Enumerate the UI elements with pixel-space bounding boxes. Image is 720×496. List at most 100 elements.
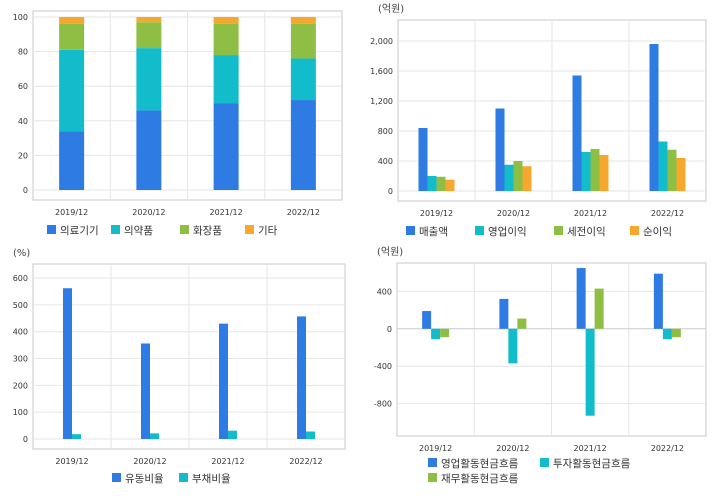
legend-swatch — [630, 226, 639, 235]
x-tick-label: 2022/12 — [651, 209, 684, 218]
bar-순이익-2020/12 — [522, 166, 532, 191]
bar-재무활동현금흐름-2020/12 — [517, 318, 527, 329]
y-tick-label: 1,200 — [370, 97, 393, 106]
y-tick-label: 20 — [18, 151, 28, 160]
bar-매출액-2019/12 — [418, 128, 428, 191]
legend-label: 기타 — [258, 225, 278, 237]
x-tick-label: 2022/12 — [289, 457, 322, 466]
bar-의약품-2021/12 — [213, 55, 239, 104]
legend-label: 순이익 — [643, 226, 672, 238]
bar-영업활동현금흐름-2022/12 — [653, 273, 663, 329]
x-tick-label: 2019/12 — [419, 444, 452, 453]
x-tick-label: 2021/12 — [574, 209, 607, 218]
y-tick-label: 500 — [13, 301, 28, 310]
bar-세전이익-2022/12 — [667, 149, 677, 191]
bar-영업활동현금흐름-2020/12 — [499, 298, 509, 329]
bar-재무활동현금흐름-2021/12 — [594, 288, 604, 329]
bar-영업이익-2019/12 — [427, 176, 437, 191]
bar-유동비율-2022/12 — [297, 316, 306, 439]
x-tick-label: 2022/12 — [651, 444, 684, 453]
bar-영업이익-2020/12 — [504, 164, 514, 191]
y-tick-label: 400 — [13, 328, 28, 337]
legend-swatch — [428, 458, 437, 467]
legend-swatch — [428, 473, 437, 482]
x-tick-label: 2021/12 — [211, 457, 244, 466]
legend-swatch — [245, 225, 254, 234]
bar-기타-2021/12 — [213, 17, 239, 24]
x-tick-label: 2019/12 — [55, 208, 88, 217]
legend-label: 의료기기 — [60, 225, 99, 237]
bar-매출액-2021/12 — [572, 75, 582, 191]
legend-swatch — [179, 473, 188, 482]
y-tick-label: 200 — [13, 381, 28, 390]
legend-swatch — [180, 225, 189, 234]
chart-1: 0 20 40 60 80 100 2019/12 2020/12 2021/12 2022/12… — [13, 10, 343, 237]
legend-label: 매출액 — [419, 226, 448, 238]
y-tick-label: 400 — [378, 157, 393, 166]
y-tick-label: 40 — [18, 117, 28, 126]
bar-영업이익-2022/12 — [658, 141, 668, 191]
y-tick-label: 100 — [13, 408, 28, 417]
legend-label: 부채비율 — [192, 473, 231, 485]
bar-세전이익-2019/12 — [436, 176, 446, 191]
bar-부채비율-2021/12 — [228, 430, 237, 439]
bar-영업활동현금흐름-2021/12 — [576, 268, 586, 329]
bar-재무활동현금흐름-2022/12 — [671, 328, 681, 338]
bar-부채비율-2019/12 — [72, 434, 81, 439]
bar-의료기기-2020/12 — [136, 110, 162, 190]
legend-label: 세전이익 — [567, 226, 606, 238]
x-tick-label: 2020/12 — [496, 444, 529, 453]
legend-swatch — [554, 226, 563, 235]
legend-label: 유동비율 — [125, 473, 164, 485]
legend-swatch — [112, 473, 121, 482]
x-tick-label: 2022/12 — [287, 208, 320, 217]
unit-label: (억원) — [377, 246, 403, 258]
bar-매출액-2020/12 — [495, 108, 505, 191]
bar-영업이익-2021/12 — [581, 152, 591, 191]
y-tick-label: 1,600 — [370, 67, 393, 76]
legend-label: 재무활동현금흐름 — [441, 472, 519, 485]
bar-유동비율-2020/12 — [141, 343, 150, 439]
y-tick-label: 0 — [23, 186, 28, 195]
y-tick-label: 0 — [388, 187, 393, 196]
bar-순이익-2022/12 — [676, 158, 686, 191]
chart-3: 0 100 200 300 400 500 600 2019/12 2020/12 2021/12… — [13, 248, 346, 485]
bar-기타-2019/12 — [59, 17, 85, 24]
bar-투자활동현금흐름-2021/12 — [585, 328, 595, 416]
y-tick-label: 80 — [18, 48, 28, 57]
y-tick-label: 800 — [378, 127, 393, 136]
chart-2: 0 400 800 1,200 1,600 2,000 2019/12 2020/12 2021… — [370, 3, 707, 238]
bar-세전이익-2020/12 — [513, 161, 523, 191]
bar-투자활동현금흐름-2019/12 — [431, 328, 441, 340]
x-tick-label: 2019/12 — [55, 457, 88, 466]
bar-투자활동현금흐름-2020/12 — [508, 328, 518, 364]
bar-의료기기-2019/12 — [59, 131, 85, 190]
bar-의약품-2019/12 — [59, 49, 85, 132]
bar-재무활동현금흐름-2019/12 — [440, 328, 450, 338]
unit-label: (%) — [13, 248, 30, 259]
y-tick-label: 100 — [13, 13, 28, 22]
legend-swatch — [111, 225, 120, 234]
x-tick-label: 2020/12 — [133, 457, 166, 466]
bar-영업활동현금흐름-2019/12 — [422, 311, 432, 329]
legend-swatch — [540, 458, 549, 467]
legend-swatch — [47, 225, 56, 234]
legend-label: 투자활동현금흐름 — [553, 457, 631, 470]
x-tick-label: 2020/12 — [132, 208, 165, 217]
y-tick-label: -400 — [374, 362, 392, 371]
legend-label: 의약품 — [124, 225, 153, 237]
bar-기타-2022/12 — [290, 17, 316, 24]
bar-의약품-2020/12 — [136, 48, 162, 111]
bar-기타-2020/12 — [136, 17, 162, 23]
bar-화장품-2022/12 — [290, 23, 316, 59]
y-tick-label: 400 — [377, 287, 392, 296]
bar-화장품-2020/12 — [136, 22, 162, 49]
bar-순이익-2021/12 — [599, 155, 609, 191]
bar-순이익-2019/12 — [445, 179, 455, 191]
y-tick-label: -800 — [374, 400, 392, 409]
y-tick-label: 600 — [13, 274, 28, 283]
x-tick-label: 2021/12 — [210, 208, 243, 217]
bar-매출액-2022/12 — [649, 44, 659, 191]
x-tick-label: 2020/12 — [497, 209, 530, 218]
bar-유동비율-2021/12 — [219, 323, 228, 439]
